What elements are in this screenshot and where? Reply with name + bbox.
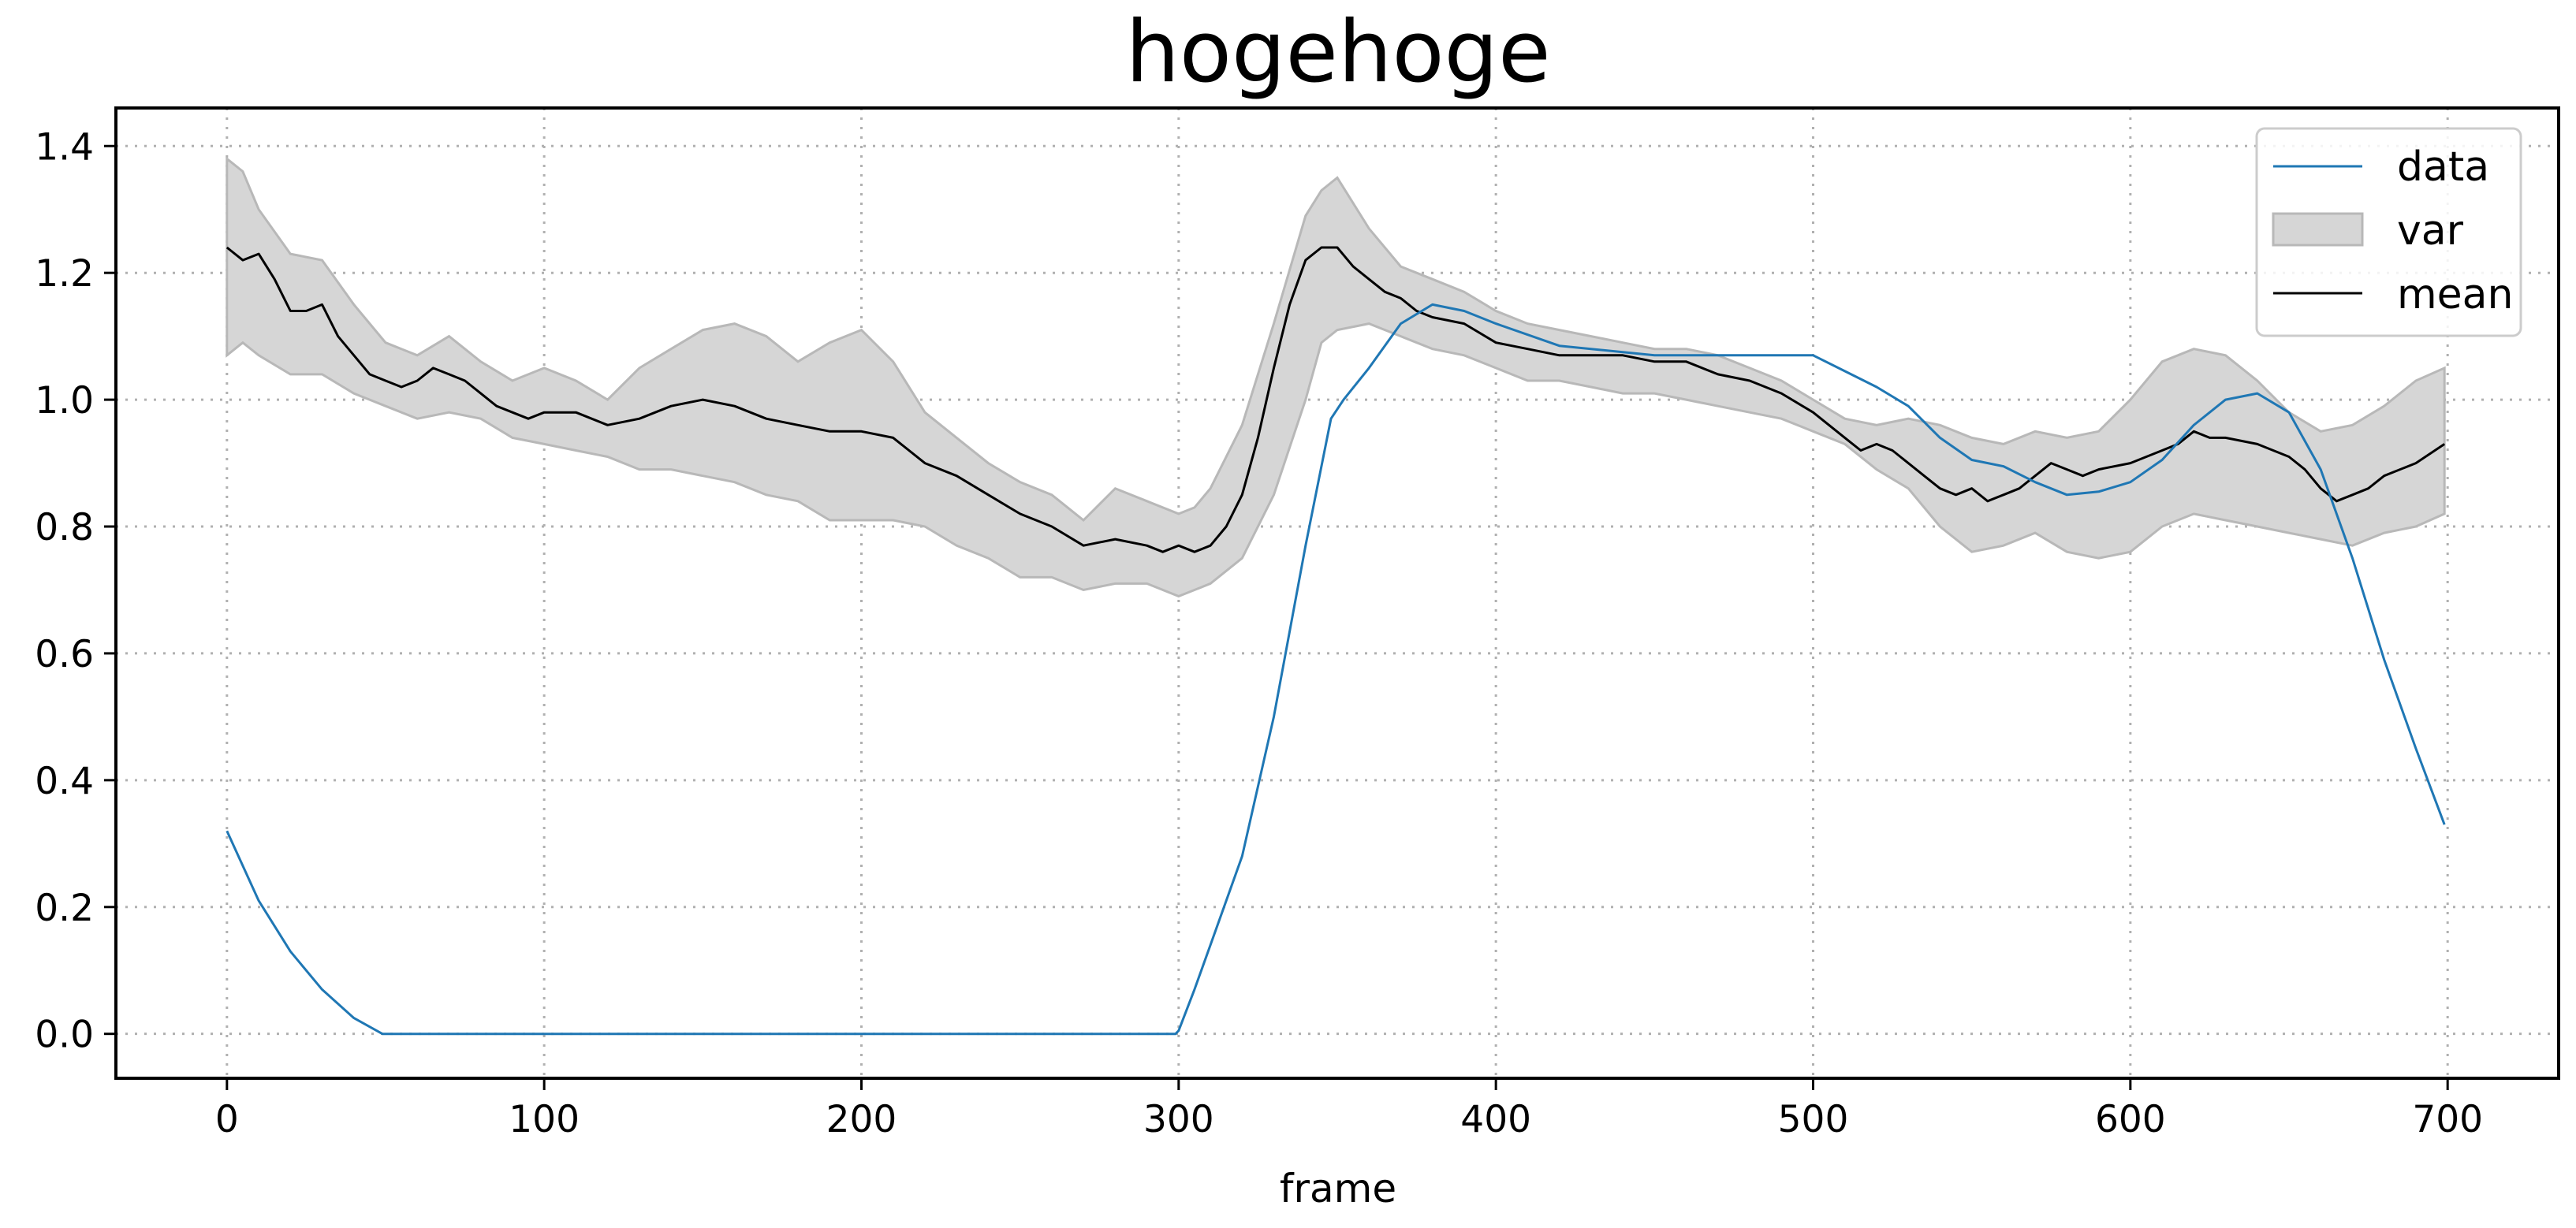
- legend-label-var: var: [2397, 207, 2464, 255]
- x-tick-label-1: 100: [509, 1098, 580, 1141]
- legend-label-mean: mean: [2397, 271, 2513, 318]
- legend: data var mean: [2255, 127, 2522, 337]
- y-tick-label-3: 0.6: [35, 633, 94, 676]
- series-layer: [226, 246, 2446, 1036]
- x-tick-label-3: 300: [1143, 1098, 1214, 1141]
- y-tick-label-7: 1.4: [35, 125, 94, 169]
- x-tick-label-2: 200: [826, 1098, 897, 1141]
- x-tick-label-5: 500: [1778, 1098, 1849, 1141]
- x-axis-ticks: 0 100 200 300 400 500 600 700: [215, 1078, 2483, 1141]
- y-tick-label-0: 0.0: [35, 1014, 94, 1057]
- y-tick-label-6: 1.2: [35, 252, 94, 296]
- plot-area-frame: [114, 106, 2560, 1080]
- legend-box: [2255, 127, 2522, 337]
- var-band: [226, 156, 2446, 598]
- y-axis-ticks: 0.0 0.2 0.4 0.6 0.8 1.0 1.2 1.4: [35, 125, 116, 1057]
- y-tick-label-4: 0.8: [35, 506, 94, 549]
- y-tick-label-5: 1.0: [35, 379, 94, 422]
- legend-label-data: data: [2397, 143, 2489, 191]
- var-band-layer: [226, 156, 2446, 598]
- y-tick-label-2: 0.4: [35, 760, 94, 803]
- x-tick-label-4: 400: [1460, 1098, 1531, 1141]
- x-tick-label-0: 0: [215, 1098, 239, 1141]
- x-tick-label-7: 700: [2412, 1098, 2483, 1141]
- x-tick-label-6: 600: [2095, 1098, 2166, 1141]
- mean-line: [226, 246, 2446, 553]
- legend-swatch-var: [2272, 212, 2364, 247]
- y-tick-label-1: 0.2: [35, 887, 94, 930]
- data-line: [226, 303, 2446, 1036]
- x-axis-label: frame: [1280, 1166, 1396, 1211]
- chart-title: hogehoge: [1125, 3, 1550, 102]
